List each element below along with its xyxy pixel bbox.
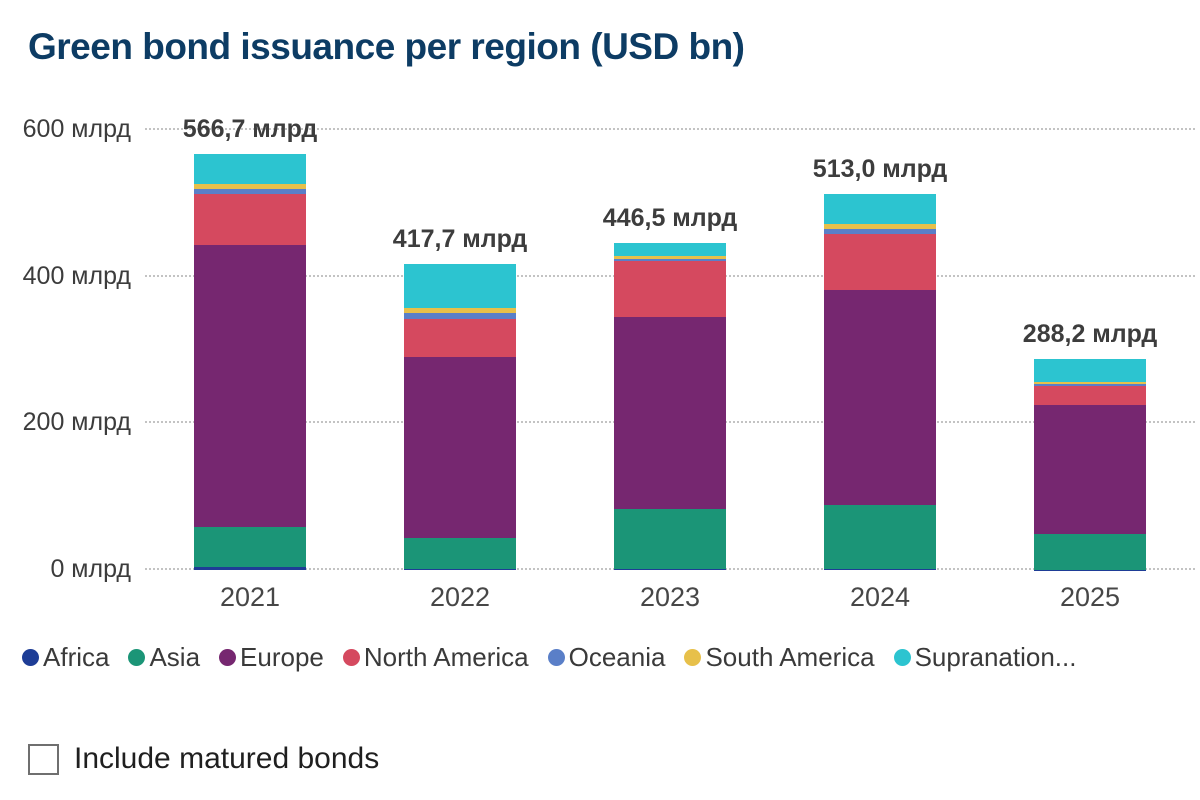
legend-item-north-america[interactable]: North America <box>342 642 529 673</box>
segment-europe-2022[interactable] <box>404 357 516 539</box>
segment-asia-2023[interactable] <box>614 509 726 570</box>
segment-north-america-2021[interactable] <box>194 193 306 246</box>
legend-label: North America <box>363 642 529 672</box>
segment-south-america-2025[interactable] <box>1034 381 1146 385</box>
legend-label: Africa <box>43 642 110 672</box>
segment-asia-2025[interactable] <box>1034 534 1146 570</box>
bar-total-label: 288,2 млрд <box>1022 319 1158 348</box>
legend-label: Asia <box>149 642 201 672</box>
segment-oceania-2025[interactable] <box>1034 384 1146 386</box>
segment-south-america-2021[interactable] <box>194 183 306 189</box>
legend-item-oceania[interactable]: Oceania <box>547 642 666 673</box>
segment-supranational-2021[interactable] <box>194 154 306 184</box>
chart-title: Green bond issuance per region (USD bn) <box>28 26 745 67</box>
segment-africa-2024[interactable] <box>824 569 936 570</box>
segment-oceania-2021[interactable] <box>194 188 306 194</box>
legend: Africa Asia Europe North America Oceania Sout… <box>22 642 1182 673</box>
segment-north-america-2022[interactable] <box>404 319 516 358</box>
segment-africa-2021[interactable] <box>194 567 306 570</box>
y-axis-label: 200 млрд <box>22 408 131 437</box>
segment-asia-2022[interactable] <box>404 538 516 570</box>
bar-2023[interactable]: 446,5 млрд <box>603 204 737 570</box>
segment-asia-2021[interactable] <box>194 527 306 568</box>
segment-europe-2024[interactable] <box>824 289 936 505</box>
legend-label: Oceania <box>568 642 666 672</box>
x-axis-label: 2025 <box>1059 582 1121 612</box>
legend-dot-europe <box>219 649 237 666</box>
include-matured-bonds-label: Include matured bonds <box>74 742 380 775</box>
x-axis-label: 2023 <box>639 582 701 612</box>
bar-2021[interactable]: 566,7 млрд <box>183 115 317 570</box>
legend-item-africa[interactable]: Africa <box>22 642 109 673</box>
segment-supranational-2022[interactable] <box>404 263 516 309</box>
legend-item-supranational[interactable]: Supranation... <box>893 642 1077 673</box>
plot-area: 0 млрд 200 млрд 400 млрд 600 млрд 566,7 млрд… <box>23 115 1195 583</box>
bar-total-label: 566,7 млрд <box>182 115 318 144</box>
bar-total-label: 513,0 млрд <box>812 154 948 183</box>
segment-north-america-2025[interactable] <box>1034 385 1146 406</box>
x-axis-label: 2022 <box>429 582 491 612</box>
segment-supranational-2024[interactable] <box>824 193 936 224</box>
legend-item-asia[interactable]: Asia <box>128 642 200 673</box>
x-axis-label: 2024 <box>849 582 911 612</box>
segment-europe-2021[interactable] <box>194 245 306 528</box>
segment-south-america-2022[interactable] <box>404 308 516 314</box>
legend-item-europe[interactable]: Europe <box>219 642 324 673</box>
include-matured-bonds-control[interactable]: Include matured bonds <box>28 742 379 776</box>
legend-dot-oceania <box>547 649 565 666</box>
segment-north-america-2023[interactable] <box>614 261 726 318</box>
legend-item-south-america[interactable]: South America <box>684 642 875 673</box>
segment-oceania-2022[interactable] <box>404 313 516 320</box>
segment-asia-2024[interactable] <box>824 504 936 570</box>
y-axis-label: 0 млрд <box>50 555 131 583</box>
segment-south-america-2023[interactable] <box>614 256 726 260</box>
y-axis-label: 600 млрд <box>22 115 131 143</box>
legend-label: Supranation... <box>914 642 1077 672</box>
segment-supranational-2025[interactable] <box>1034 358 1146 382</box>
include-matured-bonds-checkbox[interactable] <box>28 743 59 775</box>
segment-oceania-2023[interactable] <box>614 259 726 262</box>
segment-africa-2022[interactable] <box>404 569 516 570</box>
legend-label: South America <box>705 642 875 672</box>
segment-supranational-2023[interactable] <box>614 242 726 257</box>
segment-south-america-2024[interactable] <box>824 223 936 230</box>
legend-dot-asia <box>128 649 146 666</box>
bar-2022[interactable]: 417,7 млрд <box>393 225 527 570</box>
bar-total-label: 446,5 млрд <box>602 203 738 232</box>
gridline <box>145 128 1195 130</box>
segment-oceania-2024[interactable] <box>824 229 936 235</box>
x-axis-label: 2021 <box>219 582 281 612</box>
bar-2025[interactable]: 288,2 млрд <box>1023 320 1157 570</box>
segment-europe-2023[interactable] <box>614 317 726 510</box>
bar-2024[interactable]: 513,0 млрд <box>813 155 947 570</box>
y-axis-label: 400 млрд <box>22 261 131 290</box>
segment-europe-2025[interactable] <box>1034 405 1146 535</box>
bar-total-label: 417,7 млрд <box>392 224 528 253</box>
legend-dot-supranational <box>893 649 911 666</box>
segment-africa-2023[interactable] <box>614 569 726 570</box>
legend-dot-north-america <box>342 649 360 666</box>
legend-label: Europe <box>240 642 324 672</box>
legend-dot-south-america <box>684 649 702 666</box>
x-axis: 2021 2022 2023 2024 2025 <box>145 582 1195 613</box>
segment-north-america-2024[interactable] <box>824 234 936 290</box>
legend-dot-africa <box>22 649 39 666</box>
